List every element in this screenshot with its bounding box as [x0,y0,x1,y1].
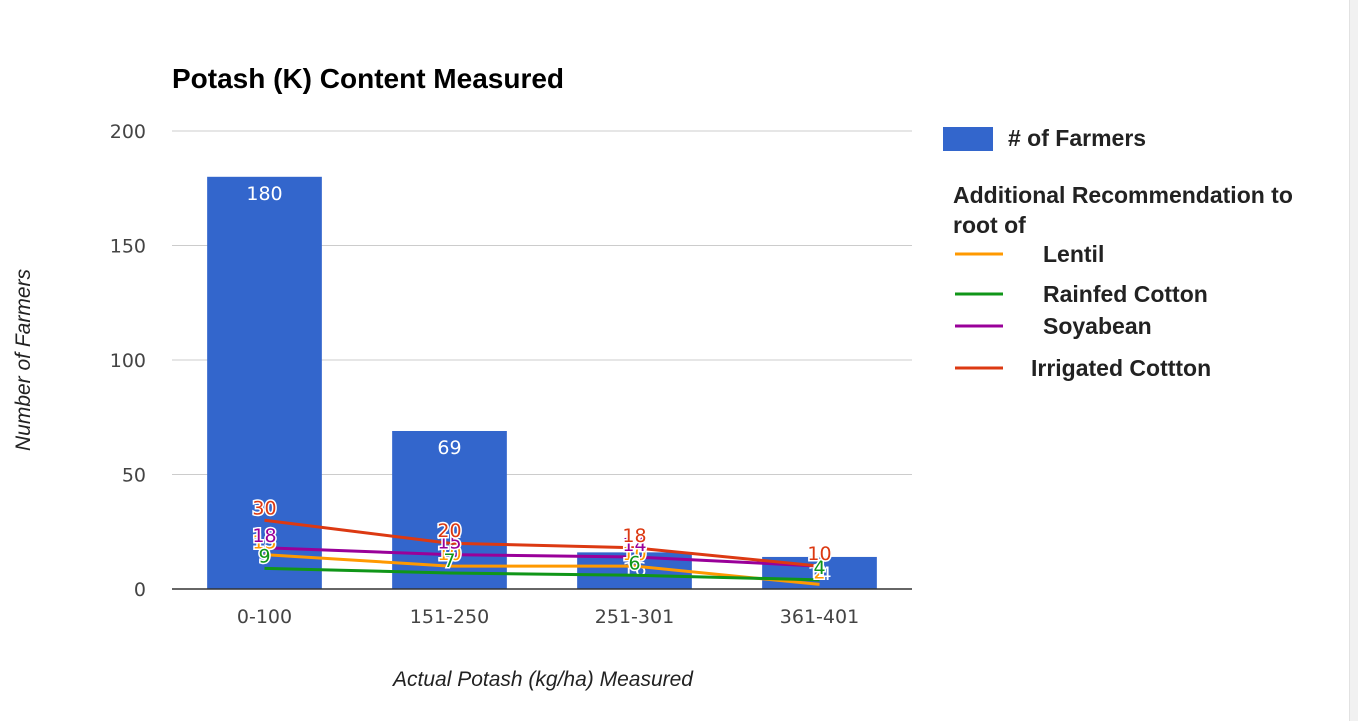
series-line [264,546,820,568]
y-axis-title: Number of Farmers [12,268,35,451]
legend-swatch-bars [943,127,993,151]
point-value-label: 4 [813,557,825,579]
legend-label: Lentil [1043,241,1104,267]
legend-label: Irrigated Cottton [1031,355,1211,381]
legend-series-entries: Lentil Rainfed Cotton Soyabean Irrigated Co… [955,241,1211,381]
x-axis-title: Actual Potash (kg/ha) Measured [391,668,694,691]
bar-series [207,176,877,590]
point-value-label: 18 [622,525,646,547]
point-value-label: 10 [807,543,831,565]
y-tick-label: 100 [110,350,146,372]
bar-value-label: 69 [437,437,461,459]
legend: # of Farmers Additional Recommendation t… [943,125,1293,381]
point-value-label: 2 [813,561,825,583]
point-value-label: 10 [622,543,646,565]
x-axis-ticks: 0-100 151-250 251-301 361-401 [237,606,859,628]
y-tick-label: 0 [134,579,146,601]
point-value-label: 15 [437,532,461,554]
x-tick-label: 151-250 [410,606,489,628]
legend-label: Soyabean [1043,313,1152,339]
x-tick-label: 0-100 [237,606,292,628]
x-tick-label: 251-301 [595,606,674,628]
point-value-label: 14 [622,534,646,556]
legend-heading: Additional Recommendation to root of [953,182,1293,238]
series-line [264,553,820,586]
point-value-label: 10 [807,543,831,565]
point-value-label: 15 [252,532,276,554]
scrollbar-track [1349,0,1358,721]
point-value-label: 6 [628,552,640,574]
y-tick-label: 50 [122,465,146,487]
y-axis-ticks: 0 50 100 150 200 [110,121,146,601]
y-tick-label: 150 [110,236,146,258]
bar-value-label: 180 [246,183,282,205]
series-line [264,518,820,568]
line-series [264,518,820,586]
point-value-label: 9 [258,545,270,567]
legend-label: Rainfed Cotton [1043,281,1208,307]
point-value-label: 20 [437,520,461,542]
chart-title: Potash (K) Content Measured [172,63,564,94]
point-value-label: 10 [437,543,461,565]
legend-label-bars: # of Farmers [1008,125,1146,151]
point-value-label: 7 [443,550,455,572]
x-tick-label: 361-401 [780,606,859,628]
point-value-label: 18 [252,525,276,547]
series-line [264,566,820,582]
point-value-label: 30 [252,497,276,519]
y-tick-label: 200 [110,121,146,143]
